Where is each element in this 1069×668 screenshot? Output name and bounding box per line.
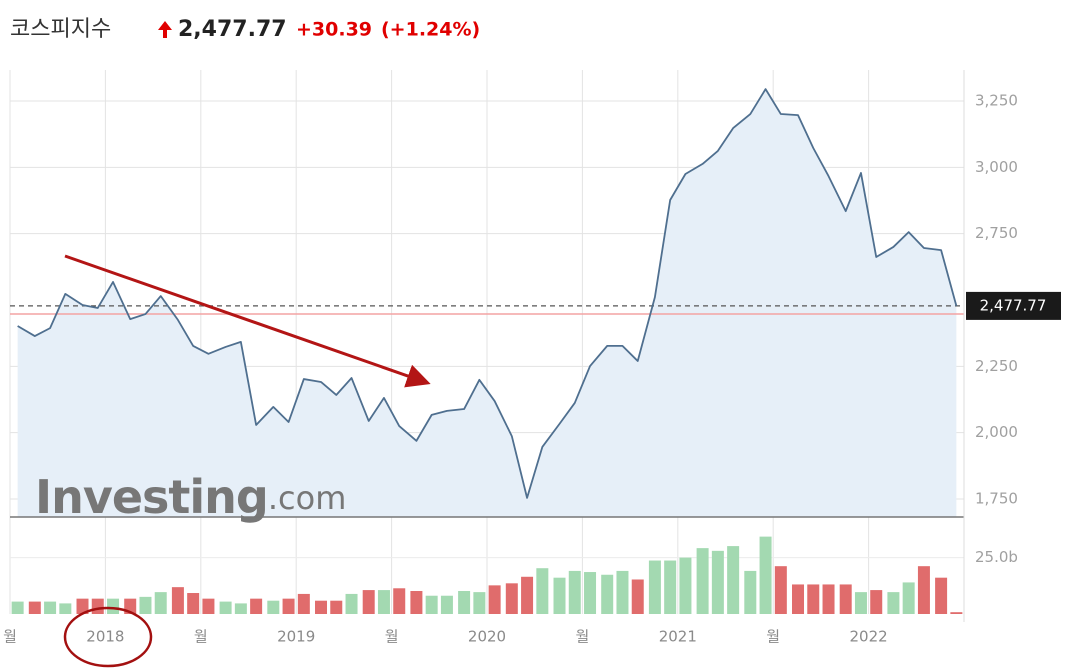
current-price-box [966,291,1061,320]
volume-bar [393,588,406,614]
change: +30.39 [296,19,372,41]
volume-bar [219,601,232,614]
volume-bar [505,583,518,614]
volume-bar [234,603,247,614]
x-tick-label: 2020 [468,628,506,646]
up-arrow-icon [158,21,172,38]
watermark-brand: Investing [35,470,268,524]
x-tick-label: 월 [575,628,589,646]
volume-bar [473,592,486,614]
volume-bar [297,593,310,614]
volume-bar [202,598,215,614]
current-price-label: 2,477.77 [980,296,1047,314]
volume-bar [553,577,566,614]
volume-bar [315,600,328,614]
volume-bar [711,550,724,614]
volume-bar [440,595,453,614]
volume-bar [377,590,390,614]
price: 2,477.77 [178,17,287,42]
volume-bar [250,598,263,614]
volume-bar [839,584,852,614]
volume-bar [807,584,820,614]
volume-bar [792,584,805,614]
x-tick-label: 월 [194,628,208,646]
volume-bar [950,612,963,614]
volume-bar [28,601,41,614]
volume-bar [107,598,120,614]
volume-bar [187,593,200,614]
volume-bar [696,548,709,614]
volume-bar [935,577,948,614]
y-tick-label: 2,750 [975,224,1018,242]
y-tick-label: 3,250 [975,92,1018,110]
y-tick-label: 25.0b [975,548,1018,566]
x-tick-label: 2022 [850,628,888,646]
volume-bar [362,590,375,614]
x-tick-label: 월 [385,628,399,646]
volume-bar [584,572,597,614]
volume-bar [759,536,772,614]
volume-bar [679,557,692,614]
volume-bar [44,601,57,614]
volume-bar [488,585,501,614]
volume-bar [139,596,152,614]
volume-bar [11,601,24,614]
watermark-suffix: .com [268,479,347,517]
volume-bar [267,600,280,614]
x-tick-label: 2019 [277,628,315,646]
volume-bar [568,570,581,614]
watermark: Investing.com [35,470,346,524]
volume-bar [631,579,644,614]
y-tick-label: 2,250 [975,357,1018,375]
y-tick-label: 3,000 [975,158,1018,176]
volume-bar [91,598,104,614]
volume-bar [410,590,423,614]
volume-bar [59,603,72,614]
x-tick-label: 2018 [86,628,124,646]
volume-bar [76,598,89,614]
annotation-arrow [64,254,431,388]
annotation-circle [63,606,153,668]
x-tick-label: 2021 [659,628,697,646]
y-tick-label: 2,000 [975,423,1018,441]
price-line [17,88,958,499]
volume-bar [521,576,534,614]
volume-bar [854,592,867,614]
volume-bar [345,593,358,614]
volume-bar [902,582,915,614]
change-percent: (+1.24%) [381,19,480,41]
x-tick-label: 월 [3,628,17,646]
index-name: 코스피지수 [10,17,111,42]
volume-bar [648,560,661,614]
volume-bar [282,598,295,614]
volume-bar [425,595,438,614]
x-tick-label: 월 [766,628,780,646]
volume-bar [744,570,757,614]
volume-bar [887,592,900,614]
volume-bar [774,566,787,614]
volume-bar [458,590,471,614]
volume-bar [870,590,883,614]
volume-bar [601,574,614,614]
volume-bar [917,566,930,614]
volume-bar [664,560,677,614]
plot: 월 2018 월 2019 월 2020 월 2021 월 2022 1,750 2,000 2,250… [3,70,1061,668]
volume-bar [727,546,740,614]
area [17,89,957,518]
volume-bar [171,587,184,614]
volume-bar [330,600,343,614]
volume-bar [616,570,629,614]
volume-bar [154,592,167,614]
volume-bar [536,568,549,614]
y-tick-label: 1,750 [975,489,1018,507]
volume-bar [822,584,835,614]
